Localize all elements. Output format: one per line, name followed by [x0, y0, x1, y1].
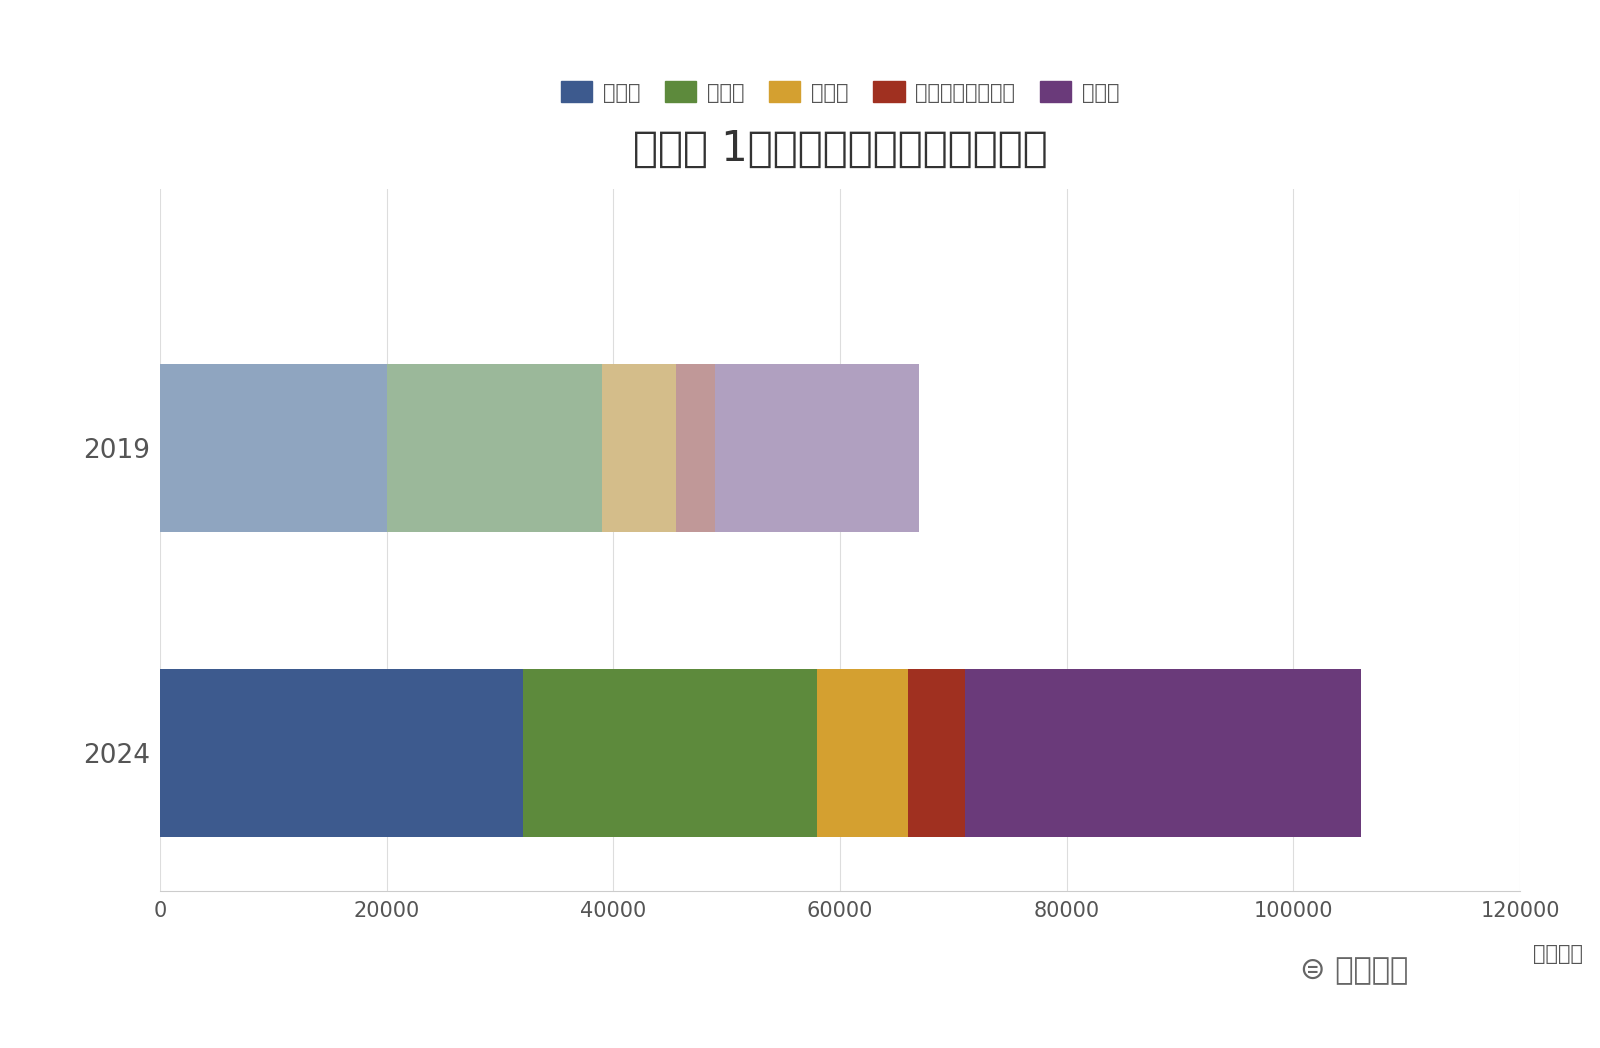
Text: ⊜ 訪日ラボ: ⊜ 訪日ラボ — [1299, 956, 1408, 985]
Bar — [523, 670, 818, 837]
Bar — [160, 365, 387, 532]
Bar — [818, 670, 909, 837]
Bar — [675, 365, 715, 532]
Bar — [387, 365, 602, 532]
Bar — [160, 670, 523, 837]
Title: 費目別 1人あたり訪日韓国人消費額: 費目別 1人あたり訪日韓国人消費額 — [632, 128, 1048, 170]
Bar — [965, 670, 1362, 837]
Legend: 宿泊費, 飲食費, 交通費, 娯楽等サービス費, 買物代: 宿泊費, 飲食費, 交通費, 娯楽等サービス費, 買物代 — [552, 72, 1128, 111]
Bar — [715, 365, 920, 532]
Bar — [602, 365, 675, 532]
Bar — [909, 670, 965, 837]
Text: （万円）: （万円） — [1533, 943, 1582, 963]
